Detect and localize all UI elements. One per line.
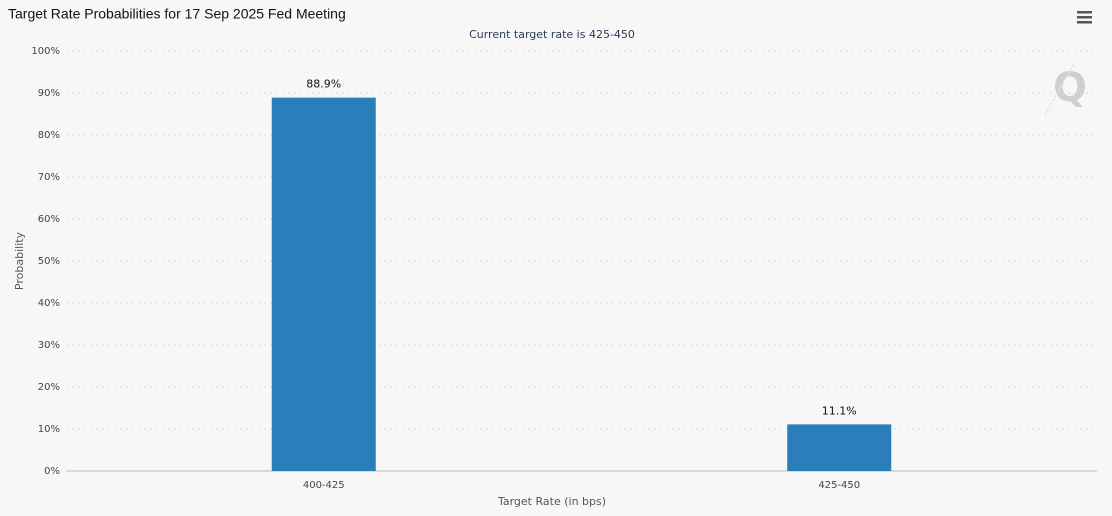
data-label: 11.1% bbox=[822, 404, 857, 417]
y-tick-label: 60% bbox=[38, 214, 60, 225]
y-axis-title: Probability bbox=[13, 231, 26, 290]
x-tick-label: 425-450 bbox=[818, 480, 860, 491]
y-tick-label: 0% bbox=[44, 466, 60, 477]
logo: Q bbox=[1044, 61, 1087, 116]
y-tick-label: 100% bbox=[31, 46, 60, 57]
y-tick-label: 70% bbox=[38, 172, 60, 183]
bar bbox=[271, 97, 376, 472]
y-tick-label: 30% bbox=[38, 340, 60, 351]
data-label: 88.9% bbox=[306, 78, 341, 91]
y-tick-label: 10% bbox=[38, 424, 60, 435]
y-tick-label: 80% bbox=[38, 130, 60, 141]
x-axis-title: Target Rate (in bps) bbox=[497, 495, 606, 508]
x-tick-label: 400-425 bbox=[303, 480, 345, 491]
y-tick-label: 50% bbox=[38, 256, 60, 267]
chart-title: Target Rate Probabilities for 17 Sep 202… bbox=[8, 6, 346, 22]
bar bbox=[787, 424, 892, 471]
y-tick-label: 20% bbox=[38, 382, 60, 393]
y-tick-label: 90% bbox=[38, 88, 60, 99]
y-tick-label: 40% bbox=[38, 298, 60, 309]
svg-text:Q: Q bbox=[1053, 65, 1087, 111]
menu-button[interactable] bbox=[1077, 11, 1092, 24]
chart-subtitle: Current target rate is 425-450 bbox=[469, 28, 635, 41]
